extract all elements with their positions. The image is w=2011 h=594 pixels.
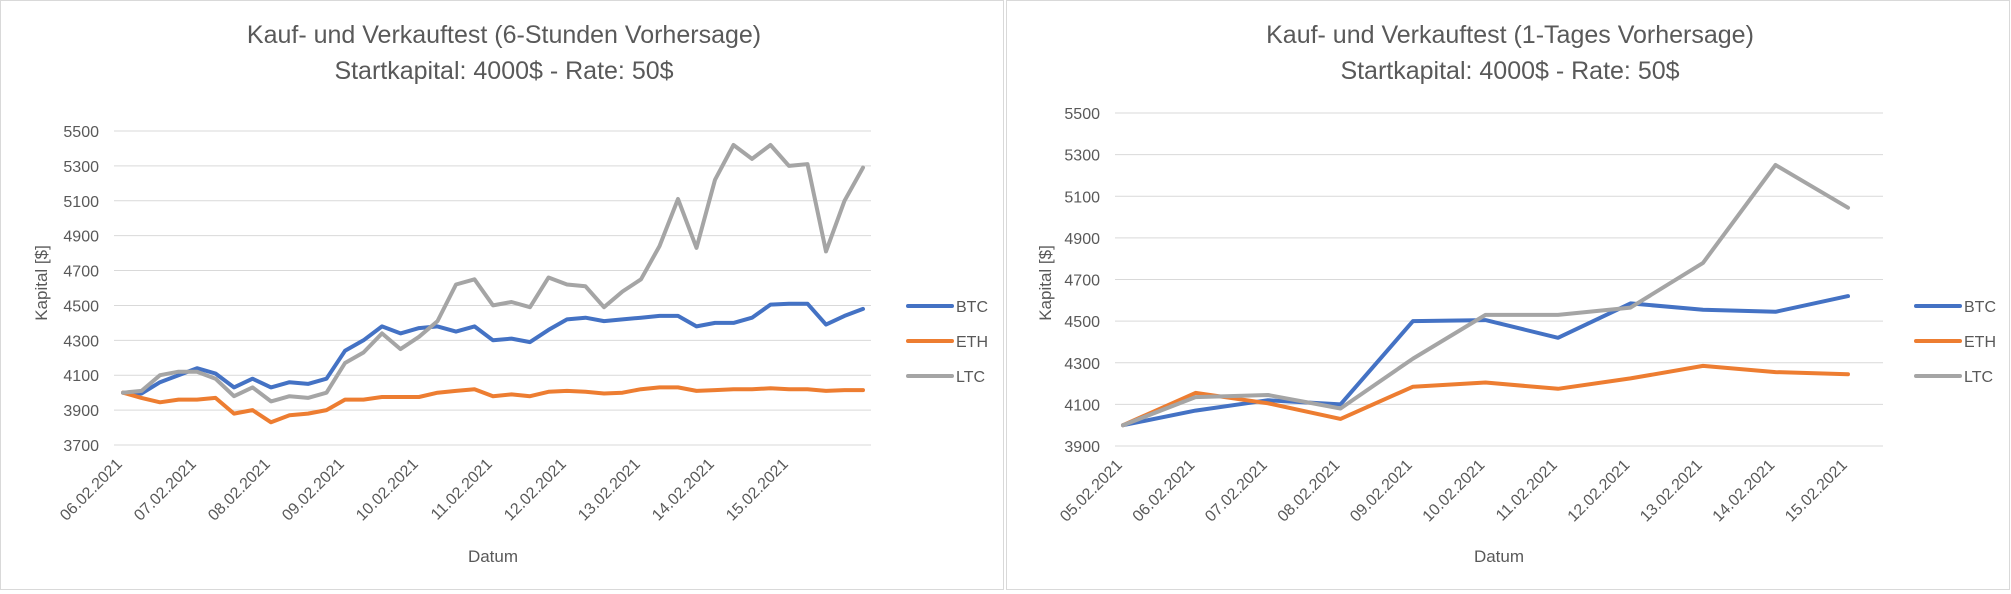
x-tick-label: 07.02.2021: [1202, 457, 1271, 526]
y-tick-label: 4500: [63, 298, 99, 315]
legend-label-eth: ETH: [956, 334, 988, 351]
x-tick-label: 10.02.2021: [1420, 457, 1489, 526]
x-axis-label: Datum: [468, 547, 518, 566]
series-line-eth: [1121, 363, 1850, 428]
line-chart-1d: Kauf- und Verkauftest (1-Tages Vorhersag…: [1036, 21, 1996, 566]
legend-label-eth: ETH: [1964, 334, 1996, 351]
y-tick-label: 5300: [1064, 148, 1100, 165]
legend-label-ltc: LTC: [1964, 369, 1993, 386]
y-tick-label: 5500: [1064, 106, 1100, 123]
y-tick-label: 5500: [63, 124, 99, 141]
y-tick-label: 4700: [63, 264, 99, 281]
x-tick-label: 06.02.2021: [57, 456, 126, 525]
x-tick-label: 11.02.2021: [1493, 457, 1561, 525]
y-axis-label: Kapital [$]: [32, 245, 51, 321]
y-tick-label: 4300: [1064, 356, 1100, 373]
x-tick-label: 05.02.2021: [1057, 457, 1126, 526]
chart-panel-1d: Kauf- und Verkauftest (1-Tages Vorhersag…: [1006, 0, 2010, 590]
x-tick-label: 09.02.2021: [1347, 457, 1416, 526]
y-tick-label: 4500: [1064, 314, 1100, 331]
x-tick-label: 06.02.2021: [1130, 457, 1199, 526]
y-tick-label: 4100: [1064, 397, 1100, 414]
legend-label-btc: BTC: [1964, 299, 1996, 316]
series-line-ltc: [121, 143, 865, 404]
y-tick-label: 5100: [1064, 189, 1100, 206]
y-tick-label: 4900: [63, 229, 99, 246]
y-tick-label: 4100: [63, 368, 99, 385]
y-tick-label: 4900: [1064, 231, 1100, 248]
line-chart-6h: Kauf- und Verkauftest (6-Stunden Vorhers…: [32, 21, 988, 566]
x-tick-label: 07.02.2021: [131, 456, 200, 525]
legend-label-ltc: LTC: [956, 369, 985, 386]
x-tick-label: 15.02.2021: [723, 456, 792, 525]
x-tick-label: 10.02.2021: [353, 456, 422, 525]
chart-panel-6h: Kauf- und Verkauftest (6-Stunden Vorhers…: [0, 0, 1004, 590]
series-line-btc: [121, 301, 865, 396]
x-tick-label: 13.02.2021: [575, 456, 644, 525]
x-tick-label: 11.02.2021: [428, 456, 496, 524]
series-line-btc: [1121, 294, 1850, 428]
series-line-eth: [121, 385, 865, 425]
y-tick-label: 4300: [63, 333, 99, 350]
chart-subtitle: Startkapital: 4000$ - Rate: 50$: [334, 57, 673, 85]
y-tick-label: 4700: [1064, 273, 1100, 290]
y-tick-label: 3700: [63, 438, 99, 455]
chart-title: Kauf- und Verkauftest (1-Tages Vorhersag…: [1266, 21, 1754, 49]
x-axis-label: Datum: [1474, 547, 1524, 566]
legend-label-btc: BTC: [956, 299, 988, 316]
x-tick-label: 14.02.2021: [1710, 457, 1779, 526]
y-tick-label: 5300: [63, 159, 99, 176]
y-axis-label: Kapital [$]: [1036, 245, 1055, 321]
x-tick-label: 09.02.2021: [279, 456, 348, 525]
y-tick-label: 3900: [63, 403, 99, 420]
x-tick-label: 12.02.2021: [501, 456, 570, 525]
x-tick-label: 15.02.2021: [1782, 457, 1851, 526]
chart-title: Kauf- und Verkauftest (6-Stunden Vorhers…: [247, 21, 761, 49]
x-tick-label: 08.02.2021: [1275, 457, 1344, 526]
x-tick-label: 14.02.2021: [649, 456, 718, 525]
x-tick-label: 12.02.2021: [1565, 457, 1634, 526]
y-tick-label: 5100: [63, 194, 99, 211]
x-tick-label: 08.02.2021: [205, 456, 274, 525]
chart-subtitle: Startkapital: 4000$ - Rate: 50$: [1340, 57, 1679, 85]
y-tick-label: 3900: [1064, 439, 1100, 456]
x-tick-label: 13.02.2021: [1637, 457, 1706, 526]
series-line-ltc: [1121, 163, 1850, 428]
